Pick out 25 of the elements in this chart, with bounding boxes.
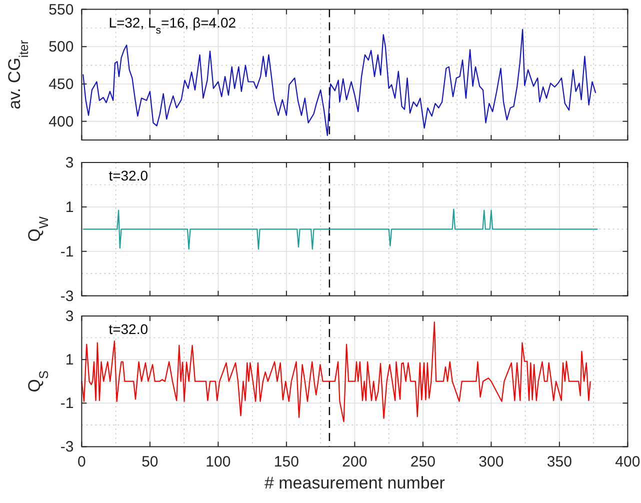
- annotation: t=32.0: [108, 321, 148, 337]
- x-axis-title: # measurement number: [264, 474, 446, 493]
- x-tick-label: 150: [274, 454, 299, 471]
- annotation: t=32.0: [108, 168, 148, 184]
- y-tick-label: 1: [65, 352, 74, 369]
- x-tick-label: 0: [78, 454, 86, 471]
- y-tick-label: 3: [65, 308, 74, 325]
- y-tick-label: -3: [60, 288, 74, 305]
- y-tick-label: 500: [48, 38, 74, 56]
- y-tick-label: -1: [60, 243, 74, 260]
- x-tick-label: 50: [142, 454, 158, 471]
- x-tick-label: 200: [342, 454, 368, 471]
- annotation: L=32, L$_{s}$=16, β=4.02: [108, 14, 236, 36]
- y-tick-label: 400: [48, 113, 74, 130]
- x-tick-label: 350: [546, 454, 572, 471]
- x-tick-label: 250: [410, 454, 436, 471]
- x-tick-label: 300: [478, 454, 504, 471]
- y-tick-label: 450: [48, 76, 74, 93]
- x-tick-label: 400: [615, 454, 640, 471]
- y-tick-label: 3: [65, 154, 74, 172]
- y-tick-label: -1: [60, 395, 74, 412]
- y-tick-label: 1: [65, 198, 74, 216]
- x-tick-label: 100: [206, 454, 231, 471]
- y-tick-label: -3: [60, 438, 74, 456]
- y-tick-label: 550: [48, 1, 74, 18]
